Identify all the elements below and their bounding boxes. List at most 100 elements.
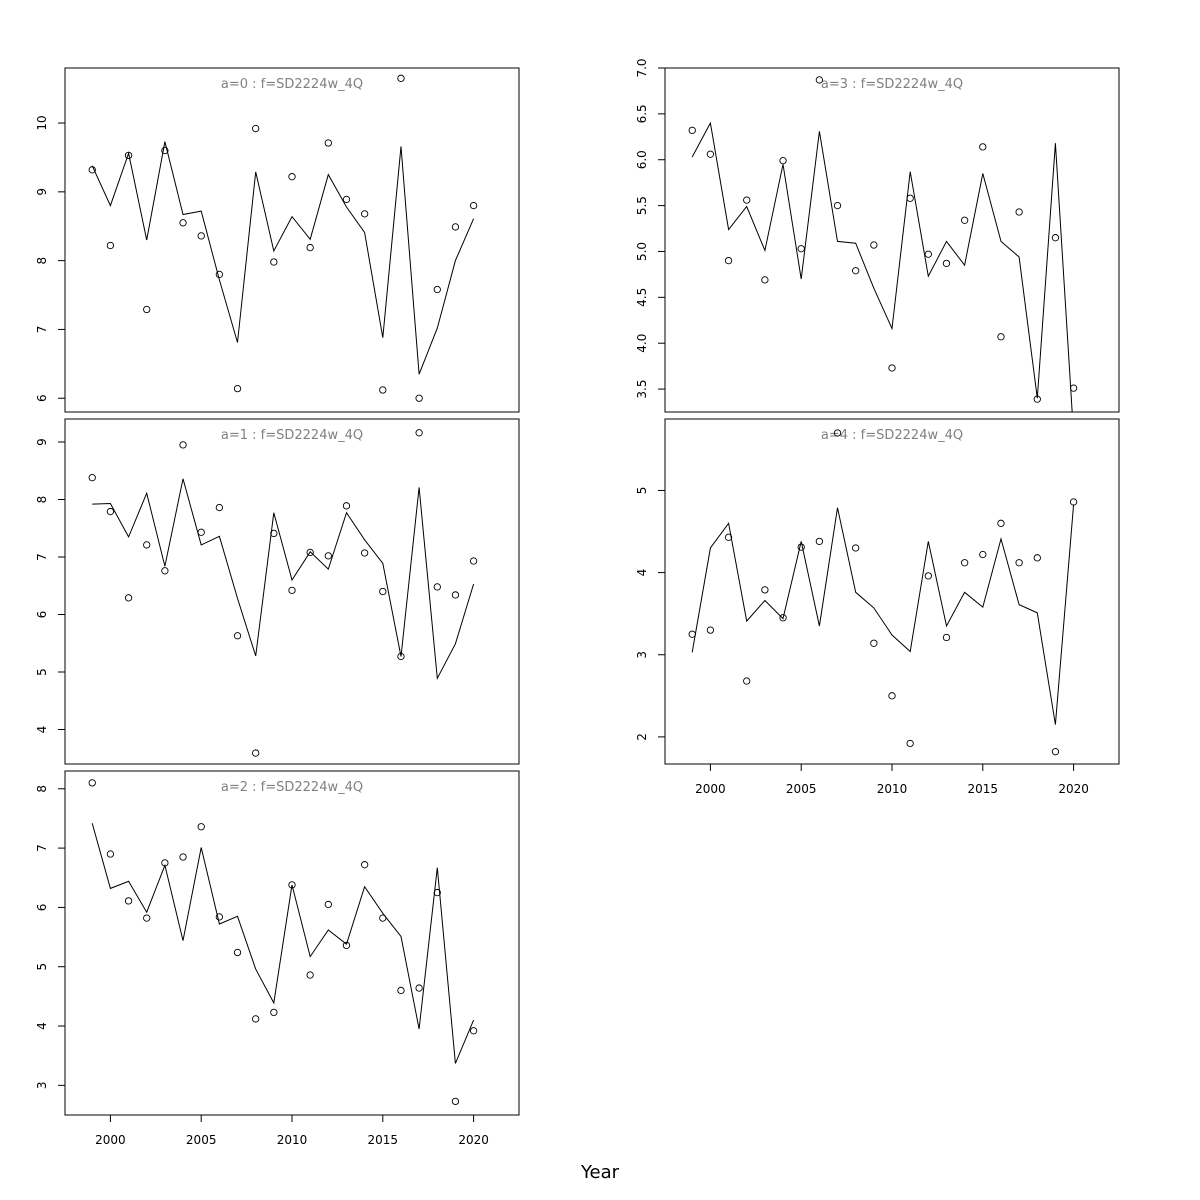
plot-frame — [664, 418, 1120, 765]
observed-point — [179, 853, 187, 861]
y-tick-label: 7 — [35, 326, 49, 334]
observed-point — [888, 364, 896, 372]
y-tick-label: 2 — [635, 733, 649, 741]
plot-frame — [664, 67, 1120, 413]
panel-title: a=1 : f=SD2224w_4Q — [221, 428, 363, 443]
observed-point — [270, 1008, 278, 1017]
fitted-line — [91, 141, 475, 375]
observed-point — [852, 544, 860, 552]
observed-point — [88, 779, 96, 787]
y-tick-label: 6 — [35, 394, 49, 402]
observed-point — [288, 173, 296, 181]
observed-point — [306, 971, 314, 979]
panel-title: a=3 : f=SD2224w_4Q — [821, 77, 963, 92]
observed-point — [942, 259, 951, 268]
fitted-line — [691, 121, 1073, 412]
chart-panel-3: a=3 : f=SD2224w_4Q 3.5 4.0 4.5 5.0 5.5 6.0 6.5 7… — [635, 58, 1120, 413]
plot-frame — [64, 67, 520, 413]
observed-point — [270, 529, 278, 538]
observed-point — [106, 850, 115, 858]
observed-point — [1069, 384, 1078, 392]
observed-point — [852, 267, 860, 275]
observed-point — [724, 256, 733, 265]
y-tick-label: 4.5 — [635, 288, 649, 307]
x-tick-label: 2005 — [186, 1133, 217, 1147]
observed-point — [870, 639, 878, 647]
observed-point — [888, 692, 896, 700]
chart-panel-1: a=1 : f=SD2224w_4Q 4 5 6 7 8 9 — [35, 418, 520, 765]
y-tick-label: 9 — [35, 438, 49, 446]
observed-point — [779, 614, 787, 622]
x-tick-label: 2015 — [368, 1133, 399, 1147]
observed-point — [797, 543, 805, 551]
observed-point — [688, 126, 696, 135]
observed-point — [833, 429, 842, 437]
observed-point — [106, 241, 115, 250]
observed-point — [960, 216, 969, 224]
y-tick-label: 4.0 — [635, 334, 649, 353]
observed-point — [252, 749, 260, 757]
panels: a=0 : f=SD2224w_4Q 6 7 8 9 10 a=1 : f=SD2224w_… — [35, 58, 1120, 1147]
y-tick-label: 7 — [35, 844, 49, 852]
y-tick-label: 4 — [35, 726, 49, 734]
observed-point — [324, 139, 332, 147]
panel-title: a=4 : f=SD2224w_4Q — [821, 428, 963, 443]
observed-point — [924, 250, 932, 258]
observed-point — [161, 567, 169, 575]
observed-point — [270, 258, 278, 266]
observed-point — [433, 583, 441, 591]
y-tick-label: 8 — [35, 257, 49, 265]
observed-point — [379, 386, 387, 394]
y-tick-label: 3 — [35, 1082, 49, 1090]
y-tick-label: 4 — [635, 569, 649, 577]
plot-frame — [64, 418, 520, 765]
observed-point — [706, 626, 715, 634]
observed-point — [197, 528, 205, 536]
observed-point — [106, 507, 115, 516]
y-tick-label: 6.5 — [635, 104, 649, 123]
observed-point — [179, 219, 187, 227]
plot-area — [88, 429, 478, 757]
observed-point — [979, 143, 987, 151]
observed-point — [469, 1027, 478, 1035]
y-tick-label: 3.5 — [635, 380, 649, 399]
observed-point — [761, 276, 769, 284]
x-tick-label: 2015 — [968, 782, 999, 796]
x-tick-label: 2005 — [786, 782, 817, 796]
observed-point — [415, 429, 423, 437]
observed-point — [143, 305, 151, 314]
observed-point — [233, 384, 242, 393]
observed-point — [797, 245, 805, 253]
y-tick-label: 6.0 — [635, 150, 649, 169]
plot-area — [88, 779, 478, 1106]
plot-area — [688, 429, 1078, 756]
observed-point — [1051, 748, 1060, 756]
observed-point — [252, 124, 260, 133]
observed-point — [724, 533, 733, 541]
observed-point — [124, 897, 133, 905]
observed-point — [306, 243, 314, 252]
plot-frame — [64, 770, 520, 1116]
x-tick-label: 2020 — [1058, 782, 1089, 796]
observed-point — [815, 76, 824, 84]
observed-point — [143, 541, 151, 549]
observed-point — [233, 632, 242, 640]
y-tick-label: 8 — [35, 496, 49, 504]
observed-point — [360, 210, 369, 218]
plot-area — [688, 76, 1078, 412]
observed-point — [433, 285, 441, 294]
observed-point — [1015, 208, 1023, 216]
observed-point — [161, 146, 169, 155]
observed-point — [360, 549, 369, 557]
y-tick-label: 9 — [35, 188, 49, 196]
observed-point — [451, 591, 460, 599]
x-tick-label: 2010 — [277, 1133, 308, 1147]
observed-point — [197, 823, 205, 831]
observed-point — [288, 586, 296, 594]
observed-point — [706, 150, 715, 158]
x-axis-label: Year — [580, 1162, 620, 1183]
observed-point — [252, 1015, 260, 1023]
observed-point — [997, 519, 1005, 527]
observed-point — [779, 157, 787, 165]
observed-point — [360, 861, 369, 869]
